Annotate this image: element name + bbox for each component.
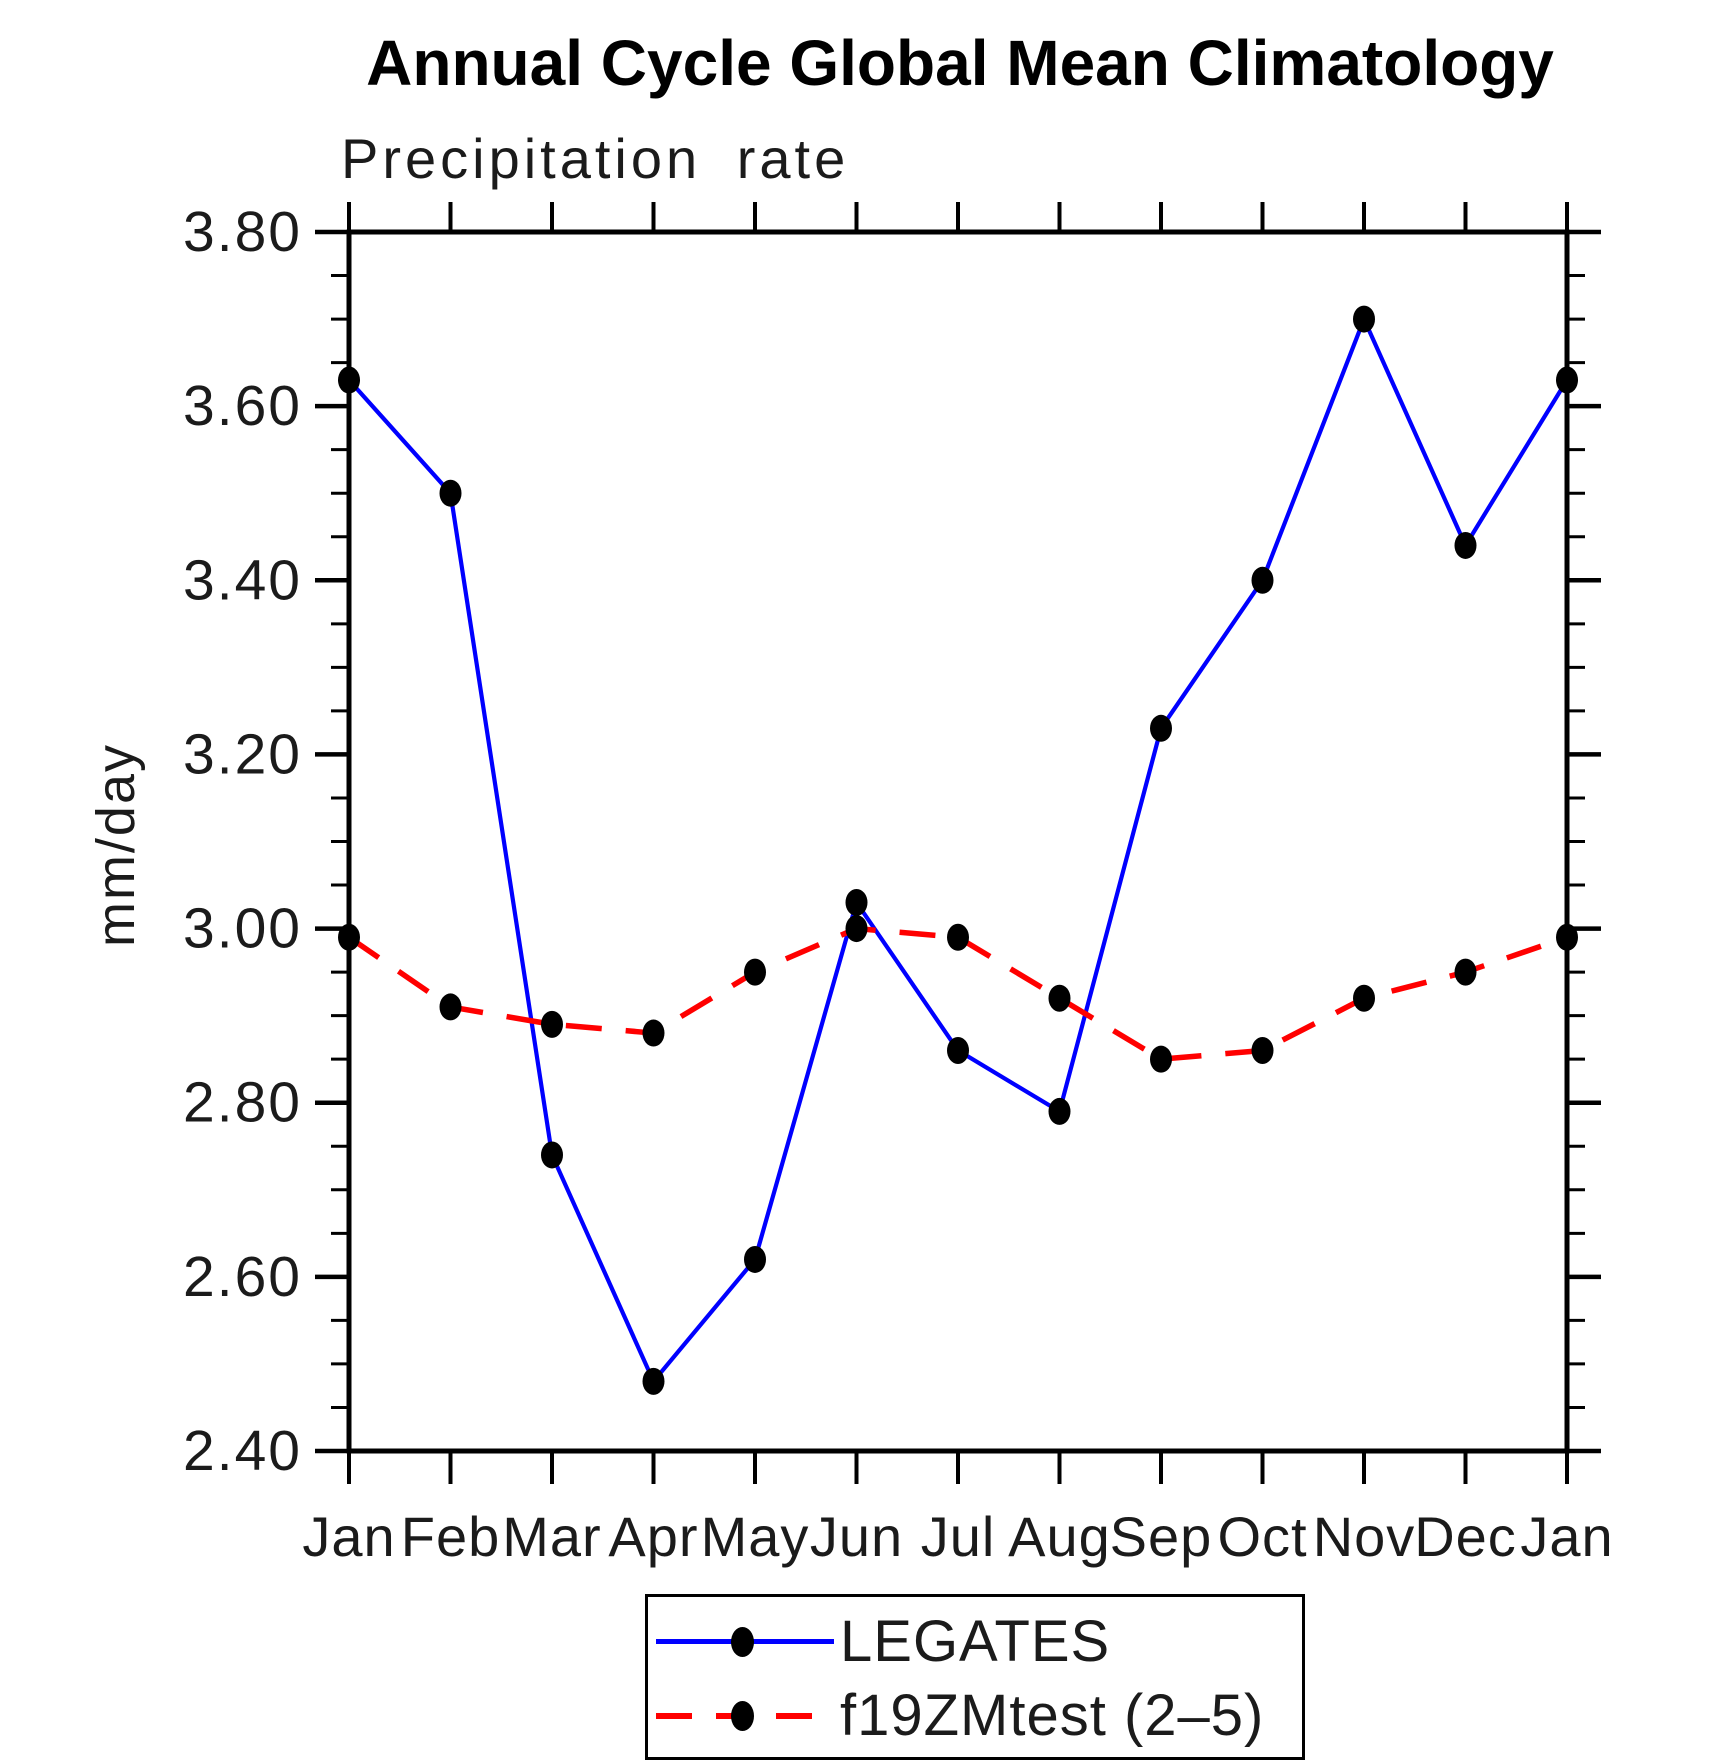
legend-marker-dot-icon xyxy=(731,1627,754,1657)
svg-text:Apr: Apr xyxy=(608,1505,698,1568)
svg-text:2.80: 2.80 xyxy=(183,1071,302,1135)
data-point xyxy=(642,1019,665,1047)
legend-entry-legates: LEGATES xyxy=(648,1609,1302,1674)
svg-text:Jul: Jul xyxy=(921,1505,996,1568)
data-point xyxy=(1150,1045,1172,1073)
data-point xyxy=(338,366,360,394)
data-point xyxy=(1251,566,1274,594)
data-point xyxy=(1454,958,1477,986)
data-point xyxy=(439,993,462,1021)
x-axis-ticks xyxy=(347,202,1569,1484)
svg-text:Sep: Sep xyxy=(1110,1505,1213,1568)
svg-text:3.40: 3.40 xyxy=(183,548,302,612)
data-point xyxy=(1556,366,1578,394)
data-point xyxy=(1150,714,1172,742)
data-point xyxy=(541,1141,563,1169)
plot-frame xyxy=(346,229,1570,1454)
svg-text:Jan: Jan xyxy=(302,1505,395,1568)
data-point xyxy=(845,915,868,943)
data-point xyxy=(1353,984,1375,1012)
data-point xyxy=(744,1245,766,1273)
svg-text:Aug: Aug xyxy=(1008,1505,1111,1568)
data-point xyxy=(1251,1036,1274,1064)
data-point xyxy=(845,888,868,916)
data-point xyxy=(1048,1097,1071,1125)
chart-subtitle: Precipitation rate xyxy=(341,127,850,190)
svg-text:3.20: 3.20 xyxy=(183,722,302,786)
legend-label: LEGATES xyxy=(840,1609,1111,1674)
data-point xyxy=(744,958,766,986)
data-point xyxy=(947,923,969,951)
svg-text:Jun: Jun xyxy=(810,1505,903,1568)
series-line-0 xyxy=(347,313,1569,1386)
data-point xyxy=(1048,984,1071,1012)
data-point xyxy=(541,1010,563,1038)
legend-marker-dot-icon xyxy=(731,1701,754,1731)
svg-text:3.00: 3.00 xyxy=(183,897,302,961)
svg-text:3.80: 3.80 xyxy=(183,200,302,264)
svg-text:Oct: Oct xyxy=(1217,1505,1307,1568)
svg-text:Feb: Feb xyxy=(401,1505,501,1568)
svg-text:May: May xyxy=(701,1505,810,1568)
data-point xyxy=(642,1367,665,1395)
svg-text:Nov: Nov xyxy=(1313,1505,1416,1568)
y-axis-tick-labels: 2.40 2.60 2.80 3.00 3.20 3.40 3.60 3.80 xyxy=(183,200,302,1483)
chart-title: Annual Cycle Global Mean Climatology xyxy=(366,27,1554,99)
data-point xyxy=(1454,531,1477,559)
data-point-markers xyxy=(338,305,1578,1395)
svg-text:2.60: 2.60 xyxy=(183,1245,302,1309)
svg-text:Dec: Dec xyxy=(1414,1505,1517,1568)
svg-text:Mar: Mar xyxy=(502,1505,601,1568)
svg-text:3.60: 3.60 xyxy=(183,374,302,438)
data-point xyxy=(338,923,360,951)
data-point xyxy=(947,1036,969,1064)
y-axis-ticks xyxy=(315,229,1601,1454)
svg-text:2.40: 2.40 xyxy=(183,1419,302,1483)
data-point xyxy=(439,479,462,507)
legend: LEGATES f19ZMtest (2–5) xyxy=(645,1594,1305,1760)
data-point xyxy=(1556,923,1578,951)
legend-label: f19ZMtest (2–5) xyxy=(840,1683,1265,1748)
legend-entry-f19zmtest: f19ZMtest (2–5) xyxy=(648,1683,1302,1748)
svg-text:Jan: Jan xyxy=(1520,1505,1613,1568)
data-point xyxy=(1353,305,1375,333)
